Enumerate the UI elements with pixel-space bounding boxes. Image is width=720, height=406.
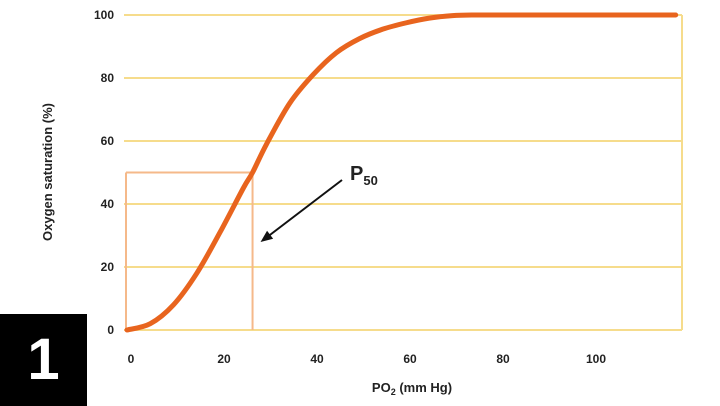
- grid-lines: [124, 14, 683, 331]
- y-tick-label: 80: [101, 71, 115, 85]
- p50-arrow-head: [260, 230, 274, 242]
- y-tick-label: 20: [101, 260, 115, 274]
- panel-number-badge: 1: [0, 314, 87, 406]
- y-axis-label: Oxygen saturation (%): [40, 103, 55, 241]
- x-axis-label-main: PO: [372, 380, 391, 395]
- y-tick-label: 40: [101, 197, 115, 211]
- p50-annotation: P50: [260, 163, 378, 242]
- tick-labels: 0 20 40 60 80 100 0 20 40 60 80 100: [94, 8, 606, 366]
- y-tick-label: 100: [94, 8, 114, 22]
- x-tick-label: 40: [310, 352, 324, 366]
- x-axis-label: PO2 (mm Hg): [372, 380, 452, 397]
- p50-label-sub: 50: [363, 173, 377, 188]
- x-tick-label: 20: [217, 352, 231, 366]
- y-tick-label: 60: [101, 134, 115, 148]
- x-tick-label: 0: [128, 352, 135, 366]
- x-axis-label-suffix: (mm Hg): [396, 380, 452, 395]
- series-layer: [124, 12, 679, 333]
- p50-arrow-shaft: [267, 179, 343, 237]
- x-tick-label: 100: [586, 352, 606, 366]
- x-tick-label: 60: [403, 352, 417, 366]
- saturation-curve: [124, 12, 679, 333]
- x-axis-label-sub: 2: [391, 387, 396, 397]
- y-tick-label: 0: [107, 323, 114, 337]
- x-tick-label: 80: [496, 352, 510, 366]
- p50-label: P50: [350, 163, 378, 188]
- p50-guides: [125, 171, 254, 330]
- p50-label-main: P: [350, 163, 363, 185]
